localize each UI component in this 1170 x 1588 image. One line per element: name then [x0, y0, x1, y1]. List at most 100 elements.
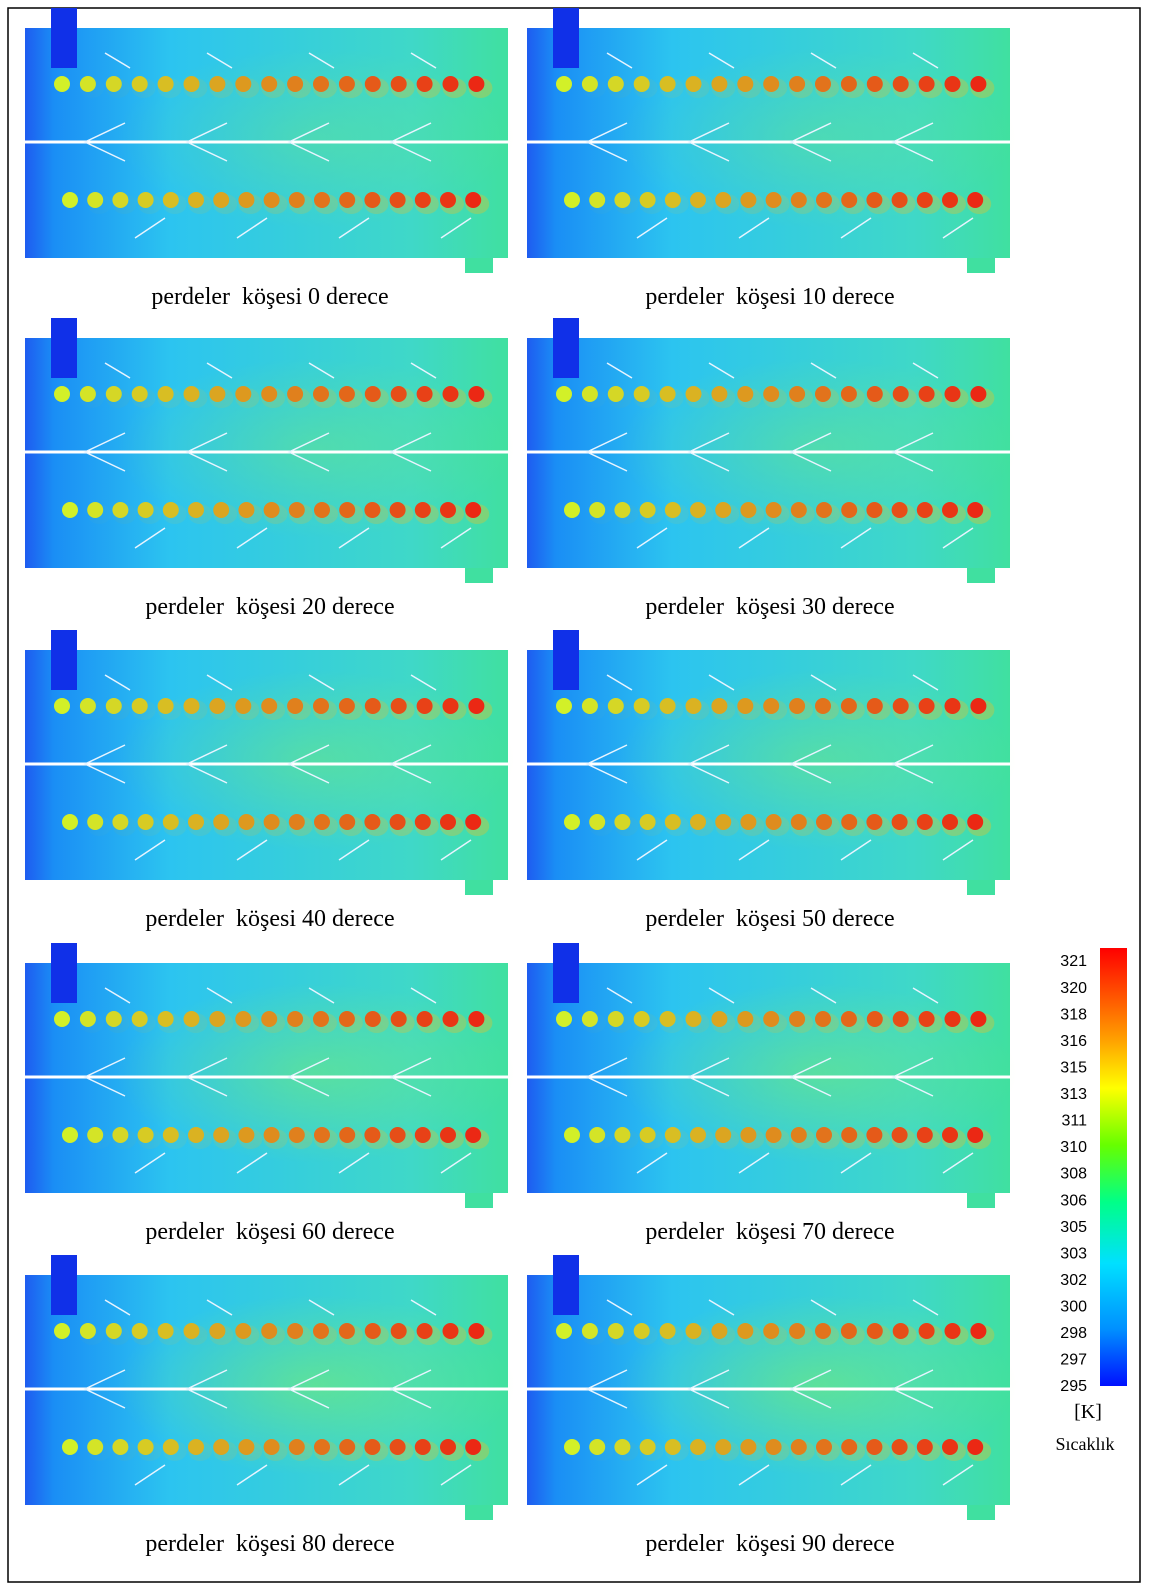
tube — [685, 1011, 702, 1027]
tube — [188, 814, 204, 830]
tube — [690, 192, 706, 208]
baffle — [708, 1299, 735, 1316]
tube — [659, 1011, 676, 1027]
tube — [390, 76, 407, 92]
tube — [564, 192, 580, 208]
baffle — [185, 432, 228, 472]
tube — [287, 386, 304, 402]
outlet — [465, 1505, 493, 1520]
tube — [414, 1127, 431, 1143]
cfd-panel — [527, 8, 1017, 273]
baffle — [789, 744, 832, 784]
baffle — [840, 527, 872, 549]
tube — [87, 814, 104, 830]
tube — [468, 1323, 485, 1339]
tube — [183, 76, 200, 92]
tube — [715, 192, 732, 208]
tube — [790, 814, 807, 830]
tube — [765, 1439, 782, 1455]
baffle — [287, 744, 330, 784]
tube — [54, 698, 70, 714]
baffle — [410, 52, 437, 69]
tube — [213, 192, 230, 208]
tube — [79, 1011, 96, 1027]
tube — [892, 698, 909, 714]
tube — [789, 1323, 806, 1339]
tube — [261, 76, 278, 92]
tube — [841, 814, 858, 830]
baffle — [789, 1057, 832, 1097]
tube — [468, 698, 485, 714]
tube — [866, 698, 883, 714]
baffle — [891, 1057, 934, 1097]
tube — [918, 698, 935, 714]
baffle — [134, 217, 166, 239]
baffle — [789, 432, 832, 472]
tube — [664, 502, 681, 518]
tube — [338, 1323, 355, 1339]
baffle — [585, 432, 628, 472]
baffle — [185, 122, 228, 162]
colorbar-tick-label: 313 — [1060, 1086, 1087, 1103]
tube — [639, 502, 656, 518]
tube — [664, 192, 681, 208]
tube — [87, 192, 104, 208]
tube — [942, 502, 958, 518]
tube — [916, 1127, 933, 1143]
tube — [841, 502, 858, 518]
tube — [137, 814, 154, 830]
baffle — [810, 52, 837, 69]
baffle — [389, 744, 432, 784]
tube — [157, 1011, 174, 1027]
tube — [87, 502, 104, 518]
tube — [440, 1127, 456, 1143]
tube — [967, 502, 984, 518]
panel-caption: perdeler köşesi 60 derece — [145, 1219, 394, 1245]
cfd-panel — [25, 8, 515, 273]
baffle — [308, 674, 335, 691]
tube — [364, 1323, 381, 1339]
tube — [112, 192, 129, 208]
tube — [581, 1323, 598, 1339]
baffle — [636, 527, 668, 549]
tube — [607, 386, 624, 402]
tube — [288, 192, 305, 208]
tube — [54, 386, 70, 402]
baffle — [206, 1299, 233, 1316]
colorbar-tick-label: 316 — [1060, 1033, 1087, 1050]
inlet — [51, 1255, 77, 1315]
tube — [263, 814, 280, 830]
tube — [556, 1011, 572, 1027]
inlet — [553, 318, 579, 378]
tube — [183, 698, 200, 714]
baffle — [708, 362, 735, 379]
baffle — [440, 1152, 472, 1174]
tube — [54, 1323, 70, 1339]
tube — [581, 698, 598, 714]
baffle — [687, 744, 730, 784]
cfd-panel — [527, 943, 1017, 1208]
panel-caption: perdeler köşesi 50 derece — [645, 906, 894, 932]
tube — [188, 1439, 204, 1455]
panel-caption: perdeler köşesi 90 derece — [645, 1531, 894, 1557]
baffle — [440, 527, 472, 549]
tube — [916, 1439, 933, 1455]
baffle — [389, 432, 432, 472]
baffle — [912, 1299, 939, 1316]
tube — [970, 76, 987, 92]
tube — [442, 386, 459, 402]
tube — [589, 1127, 606, 1143]
tube — [633, 698, 650, 714]
inlet — [553, 943, 579, 1003]
tube — [54, 76, 70, 92]
baffle — [840, 217, 872, 239]
baffle — [206, 362, 233, 379]
tube — [112, 1439, 129, 1455]
tube — [339, 1127, 356, 1143]
tube — [556, 386, 572, 402]
tube — [442, 1011, 459, 1027]
baffle — [942, 217, 974, 239]
baffle — [338, 1152, 370, 1174]
tube — [238, 192, 255, 208]
baffle — [338, 217, 370, 239]
